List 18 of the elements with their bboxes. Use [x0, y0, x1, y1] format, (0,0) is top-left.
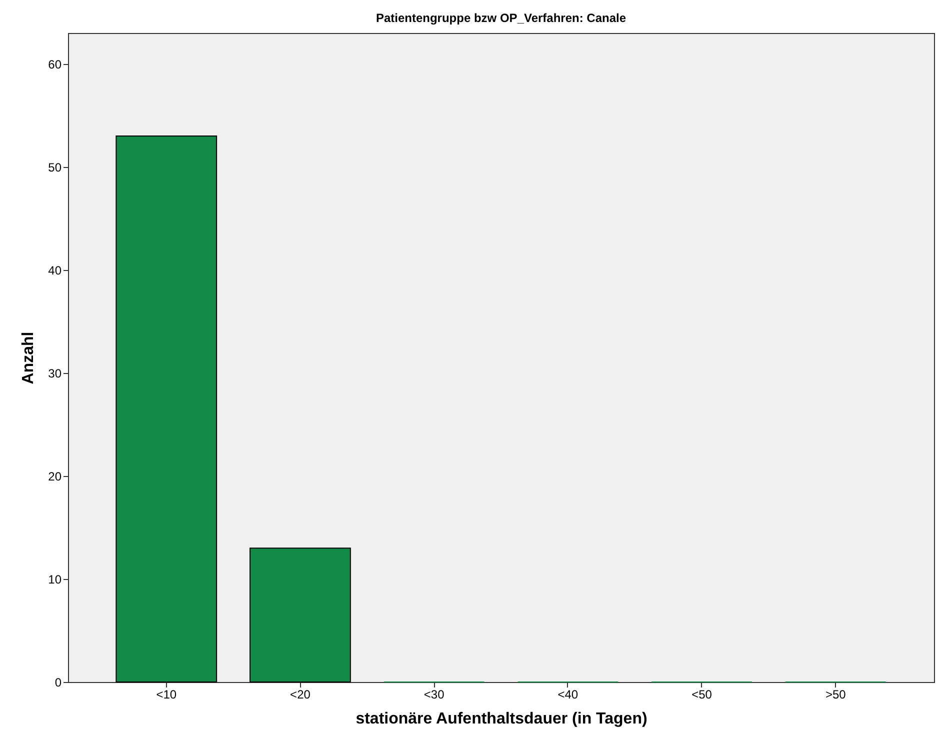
- y-tick-label: 50: [48, 160, 62, 174]
- x-tick-label: <50: [692, 688, 712, 702]
- bar: [116, 136, 218, 682]
- y-tick-label: 20: [48, 469, 62, 484]
- y-tick-label: 60: [48, 57, 62, 72]
- chart-title: Patientengruppe bzw OP_Verfahren: Canale: [376, 11, 626, 25]
- x-axis-title: stationäre Aufenthaltsdauer (in Tagen): [356, 710, 648, 728]
- y-tick-label: 10: [48, 572, 62, 586]
- y-tick-label: 0: [54, 676, 62, 690]
- x-tick-label: <20: [290, 688, 311, 702]
- y-tick-label: 30: [48, 366, 62, 380]
- y-axis-title: Anzahl: [20, 332, 38, 384]
- bar: [250, 548, 351, 682]
- x-tick-label: <30: [424, 688, 445, 702]
- x-tick-label: >50: [825, 688, 846, 702]
- y-tick-label: 40: [48, 263, 62, 278]
- x-tick-label: <40: [558, 688, 578, 702]
- x-tick-label: <10: [156, 688, 177, 702]
